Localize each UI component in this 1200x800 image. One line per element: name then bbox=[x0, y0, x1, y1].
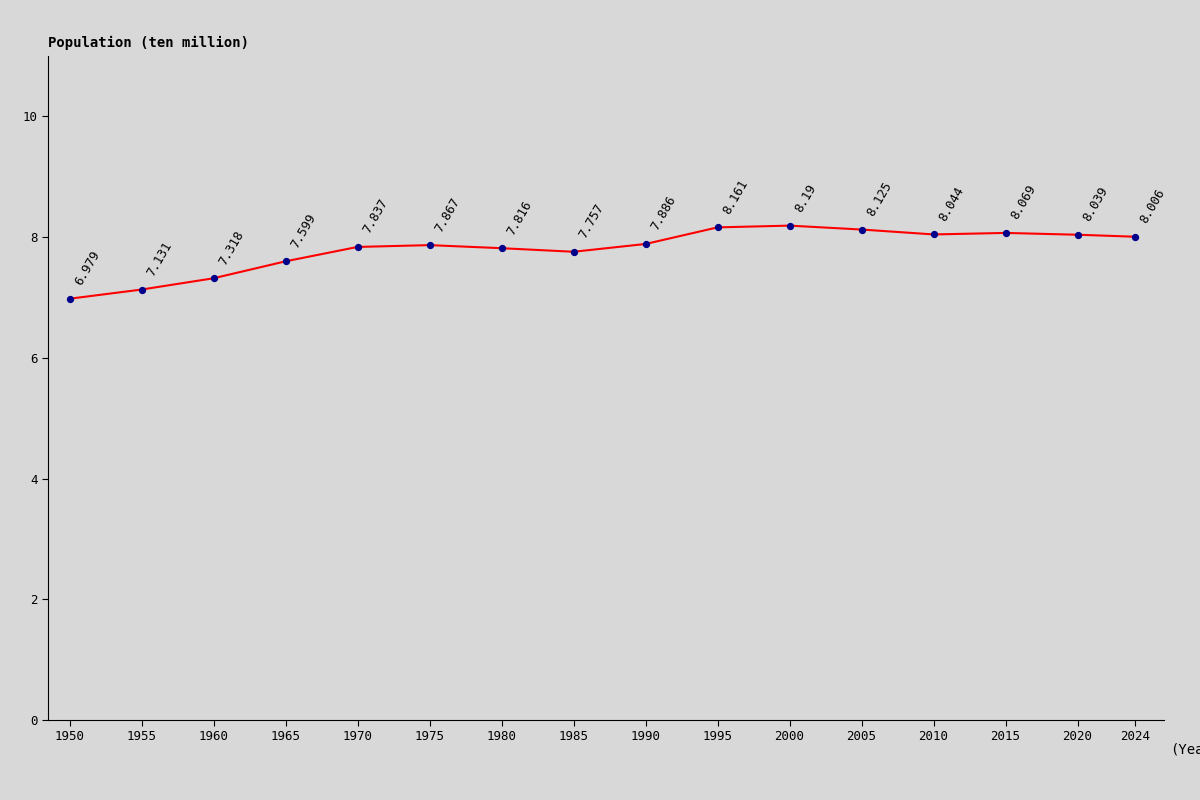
Point bbox=[708, 221, 727, 234]
Text: 7.599: 7.599 bbox=[288, 211, 318, 250]
Text: 8.006: 8.006 bbox=[1138, 186, 1168, 226]
Point bbox=[420, 238, 439, 251]
Text: 7.867: 7.867 bbox=[432, 195, 462, 234]
Text: 7.757: 7.757 bbox=[576, 202, 606, 241]
Point bbox=[564, 246, 583, 258]
Point bbox=[492, 242, 511, 254]
Text: 7.318: 7.318 bbox=[216, 228, 246, 267]
Point bbox=[636, 238, 655, 250]
Text: 7.816: 7.816 bbox=[504, 198, 534, 237]
Text: 7.837: 7.837 bbox=[360, 197, 390, 236]
Point bbox=[1068, 228, 1087, 241]
Point bbox=[1126, 230, 1145, 243]
Text: 6.979: 6.979 bbox=[72, 249, 102, 288]
Point bbox=[204, 272, 223, 285]
Text: 8.161: 8.161 bbox=[720, 178, 750, 216]
Point bbox=[348, 241, 367, 254]
Point bbox=[852, 223, 871, 236]
Point bbox=[132, 283, 151, 296]
Text: 7.131: 7.131 bbox=[144, 239, 174, 278]
Point bbox=[276, 255, 295, 268]
Text: (Year): (Year) bbox=[1170, 742, 1200, 757]
Point bbox=[60, 292, 79, 305]
Text: 8.039: 8.039 bbox=[1080, 185, 1110, 224]
Text: 8.044: 8.044 bbox=[936, 184, 966, 223]
Point bbox=[924, 228, 943, 241]
Point bbox=[996, 226, 1015, 239]
Text: 8.069: 8.069 bbox=[1008, 183, 1038, 222]
Text: Population (ten million): Population (ten million) bbox=[48, 36, 250, 50]
Text: 8.125: 8.125 bbox=[864, 179, 894, 218]
Point bbox=[780, 219, 799, 232]
Text: 8.19: 8.19 bbox=[792, 182, 818, 214]
Text: 7.886: 7.886 bbox=[648, 194, 678, 233]
